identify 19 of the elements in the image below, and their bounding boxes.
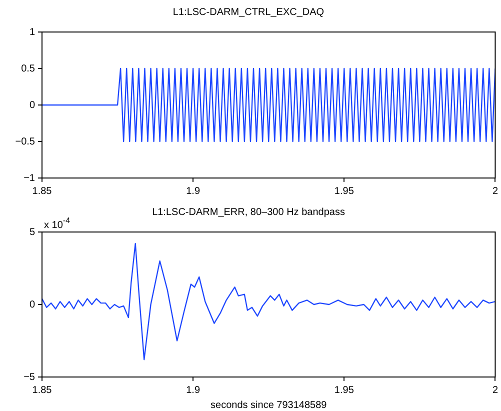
y-tick-label: −0.5 [15,136,36,148]
y-tick-label: 1 [29,26,36,38]
y-tick-label: −5 [24,372,36,383]
x-tick-label: 1.9 [186,384,200,396]
y-tick-label: 5 [29,226,36,238]
x-tick-label: 2 [492,186,498,197]
chart-title: L1:LSC-DARM_ERR, 80–300 Hz bandpass [152,206,345,218]
y-tick-label: 0 [29,299,36,310]
chart-title: L1:LSC-DARM_CTRL_EXC_DAQ [172,6,324,18]
y-tick-label: 0 [29,100,36,111]
y-tick-label: −1 [24,172,36,184]
x-tick-label: 1.85 [32,186,52,197]
x-axis-title: seconds since 793148589 [210,400,328,411]
x-tick-label: 2 [492,384,498,396]
x-tick-label: 1.95 [334,384,354,396]
x-tick-label: 1.95 [334,186,354,197]
x-tick-label: 1.85 [32,384,52,396]
y-tick-label: 0.5 [21,63,36,74]
x-tick-label: 1.9 [186,186,200,197]
